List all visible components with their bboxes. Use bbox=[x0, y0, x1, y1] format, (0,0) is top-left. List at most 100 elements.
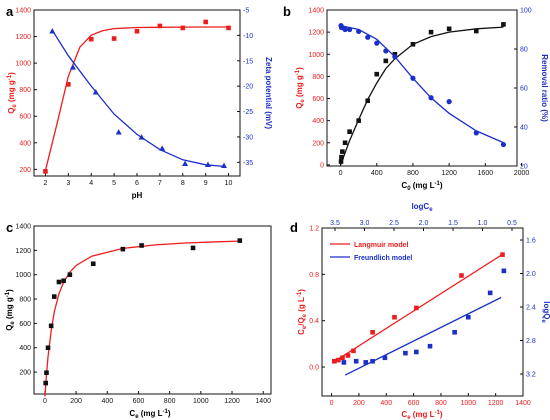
pb-xtick-label: 400 bbox=[371, 170, 383, 177]
pa-xtick-label: 8 bbox=[181, 180, 185, 187]
pc-series0-point bbox=[190, 245, 196, 251]
pd-x2tick-label: 2.0 bbox=[419, 220, 429, 227]
panel-a-label: a bbox=[6, 4, 14, 19]
pa-series1-point bbox=[92, 89, 99, 95]
pd-xtick-label: 1200 bbox=[488, 400, 504, 407]
pa-ytick-label: 600 bbox=[19, 114, 31, 121]
pc-series0-point bbox=[67, 272, 73, 277]
panel-b-xlabel: C0 (mg L-1) bbox=[401, 181, 442, 192]
pd-series0-point bbox=[345, 353, 351, 358]
pa-y2tick-label: -15 bbox=[243, 58, 253, 65]
pd-xtick-label: 0 bbox=[330, 400, 334, 407]
pb-ytick-label: 600 bbox=[312, 96, 324, 103]
panel-a-ticks: 2 3 4 5 6 7 8 9 10 200 400 600 800 1000 1200 1400 -5 -10 -… bbox=[15, 8, 253, 188]
pc-ytick-label: 400 bbox=[19, 345, 31, 352]
pb-ytick-label: 800 bbox=[312, 74, 324, 81]
pd-series1-point bbox=[466, 314, 471, 320]
panel-b-y2label: Removal ratio (%) bbox=[540, 54, 549, 122]
pd-x2tick-label: 2.5 bbox=[389, 220, 399, 227]
pd-series1-fit-line bbox=[344, 296, 502, 376]
pd-series1-point bbox=[353, 358, 359, 364]
panel-d: d Ce/Qe (g L-1) logQe Ce (mg L-1) logCe … bbox=[290, 202, 550, 420]
pd-y2tick-label: 2.4 bbox=[526, 305, 536, 312]
pb-series0-point bbox=[339, 154, 344, 160]
pa-ytick-label: 1200 bbox=[15, 34, 31, 41]
pd-series0-point bbox=[340, 355, 345, 361]
pd-series1-point bbox=[414, 349, 419, 355]
pd-series0-point bbox=[459, 273, 464, 278]
pd-series1-point bbox=[341, 360, 347, 365]
pb-series1-point bbox=[500, 141, 507, 148]
panel-c: c Qe (mg g-1) Ce (mg L-1) 0 200 400 600 800 1… bbox=[5, 220, 272, 420]
pb-series0-point bbox=[340, 149, 345, 154]
pa-series1-point bbox=[138, 134, 145, 140]
pd-x2tick-label: 3.0 bbox=[360, 220, 370, 227]
pc-xtick-label: 0 bbox=[43, 398, 47, 405]
pa-xtick-label: 7 bbox=[158, 180, 162, 187]
panel-a-xlabel: pH bbox=[132, 191, 143, 200]
pb-series0-point bbox=[356, 118, 361, 123]
pa-series1-point bbox=[69, 64, 76, 70]
pa-series0-point bbox=[43, 169, 48, 174]
pb-ytick-label: 0 bbox=[320, 162, 324, 169]
panel-d-x2label: logCe bbox=[411, 202, 433, 213]
pb-series1-point bbox=[374, 40, 380, 46]
pa-series0-point bbox=[203, 19, 208, 25]
pc-series0-point bbox=[51, 294, 57, 299]
panel-c-data bbox=[43, 238, 243, 397]
pa-series0-point bbox=[226, 25, 231, 31]
pc-series0-point bbox=[43, 380, 48, 386]
pc-ytick-label: 1200 bbox=[15, 248, 31, 255]
pb-series1-point bbox=[347, 26, 353, 33]
pa-xtick-label: 9 bbox=[204, 180, 208, 187]
pa-xtick-label: 2 bbox=[43, 180, 47, 187]
pc-series0-point bbox=[237, 238, 243, 243]
pd-xtick-label: 400 bbox=[380, 400, 392, 407]
pd-xtick-label: 800 bbox=[435, 400, 447, 407]
pc-xtick-label: 600 bbox=[133, 398, 145, 405]
pa-series0-fit-line bbox=[44, 26, 229, 171]
pa-xtick-label: 10 bbox=[225, 180, 233, 187]
pa-xtick-label: 3 bbox=[66, 180, 70, 187]
pd-y2tick-label: 3.2 bbox=[526, 372, 536, 379]
pd-y2tick-label: 2.8 bbox=[526, 338, 536, 345]
pa-y2tick-label: -30 bbox=[243, 134, 253, 141]
pa-xtick-label: 4 bbox=[89, 180, 93, 187]
pc-series0-point bbox=[45, 345, 51, 351]
panel-d-xlabel: Ce (mg L-1) bbox=[401, 410, 442, 420]
pd-xtick-label: 1400 bbox=[515, 400, 531, 407]
pb-series0-point bbox=[365, 98, 371, 104]
pa-y2tick-label: -35 bbox=[243, 160, 253, 167]
panel-b-ticks: 0 400 800 1200 1600 2000 0 200 400 600 800 1000 1200… bbox=[308, 8, 531, 178]
pc-series0-point bbox=[61, 278, 66, 284]
panel-d-label: d bbox=[290, 220, 298, 235]
pb-series0-point bbox=[383, 58, 389, 64]
pc-series0-point bbox=[44, 370, 49, 375]
panel-c-xlabel: Ce (mg L-1) bbox=[129, 409, 170, 420]
pb-ytick-label: 200 bbox=[312, 140, 324, 147]
pd-series0-point bbox=[336, 357, 341, 363]
pc-series0-point bbox=[56, 279, 62, 285]
pd-series1-point bbox=[403, 350, 408, 356]
pb-series1-point bbox=[446, 99, 452, 105]
pc-xtick-label: 1200 bbox=[224, 398, 240, 405]
pd-series1-point bbox=[452, 329, 457, 335]
pd-series1-point bbox=[487, 290, 493, 296]
pd-x2tick-label: 3.5 bbox=[330, 220, 340, 227]
pb-series0-point bbox=[338, 159, 344, 164]
pa-series1-fit-line bbox=[51, 29, 225, 168]
pc-xtick-label: 200 bbox=[70, 398, 82, 405]
panel-a: a Qe (mg g-1) Zeta potential (mV) pH 2 3 4… bbox=[6, 4, 273, 200]
pc-xtick-label: 400 bbox=[101, 398, 113, 405]
pd-xtick-label: 600 bbox=[408, 400, 420, 407]
pc-ytick-label: 200 bbox=[19, 370, 31, 377]
pc-series0-point bbox=[139, 243, 144, 248]
panel-d-y2label: logQe bbox=[540, 301, 550, 323]
pd-series0-point bbox=[414, 305, 419, 311]
pb-ytick-label: 1000 bbox=[308, 52, 324, 59]
pd-series0-point bbox=[370, 329, 375, 335]
panel-c-ticks: 0 200 400 600 800 1000 1200 1400 200 400 600 800 100… bbox=[15, 224, 271, 406]
panel-c-frame bbox=[33, 225, 272, 395]
pc-series0-point bbox=[120, 246, 126, 252]
